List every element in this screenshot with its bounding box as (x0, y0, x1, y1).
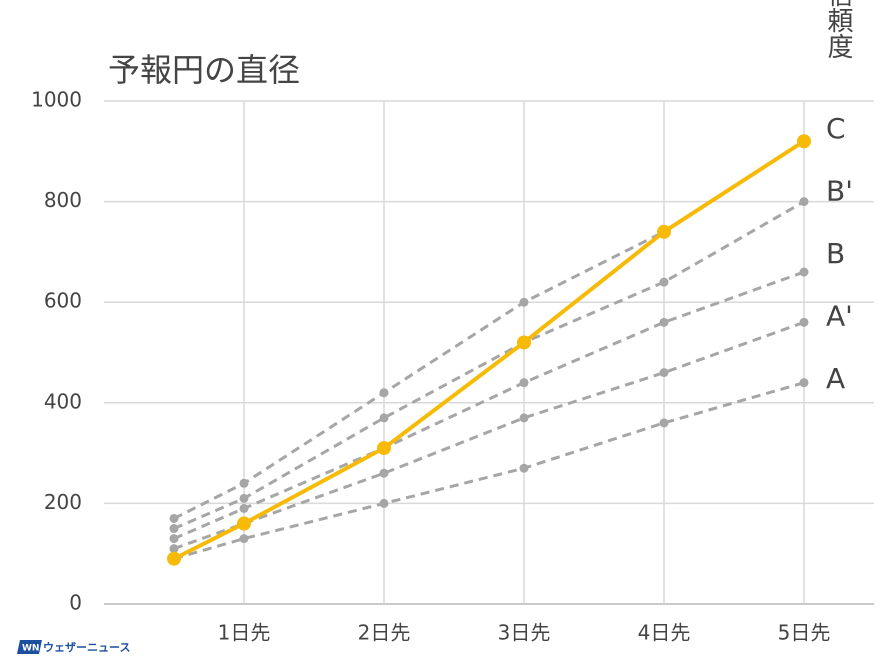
data-point (169, 544, 179, 554)
data-point (799, 378, 809, 388)
data-point (167, 551, 181, 566)
y-tick-label: 400 (44, 389, 82, 413)
x-tick-label: 4日先 (638, 621, 691, 645)
data-point (519, 413, 529, 423)
series-line (173, 139, 806, 561)
data-point (237, 516, 251, 531)
data-point (379, 388, 389, 398)
data-point (169, 534, 179, 544)
data-point (239, 503, 249, 513)
brand-logo: WN ウェザーニュース (16, 640, 130, 654)
x-tick-label: 3日先 (498, 621, 551, 645)
y-tick-label: 800 (44, 188, 82, 212)
series-label: C (826, 112, 846, 145)
data-point (379, 468, 389, 478)
data-point (377, 441, 391, 456)
x-tick-label: 1日先 (218, 621, 271, 645)
data-point (239, 534, 249, 544)
series-label: A (826, 362, 845, 395)
logo-mark (16, 640, 42, 654)
y-tick-label: 600 (44, 289, 82, 313)
data-point (169, 524, 179, 534)
brand-name: ウェザーニュース (43, 641, 130, 654)
data-point (799, 267, 809, 277)
y-tick-label: 1000 (31, 88, 82, 112)
data-point (797, 134, 811, 149)
y-tick-label: 0 (69, 591, 82, 615)
data-point (659, 418, 669, 428)
series-line (173, 230, 665, 520)
series-line (173, 270, 805, 540)
data-point (657, 224, 671, 239)
series-line (173, 381, 805, 561)
data-point (379, 498, 389, 508)
data-point (799, 317, 809, 327)
data-point (239, 493, 249, 503)
data-point (517, 335, 531, 350)
logo-letters: WN (22, 644, 39, 654)
series-line (173, 200, 805, 530)
chart-title: 予報円の直径 (108, 51, 300, 89)
data-point (659, 368, 669, 378)
series-line (173, 320, 805, 551)
data-point (659, 317, 669, 327)
data-point (519, 297, 529, 307)
y-tick-label: 200 (44, 490, 82, 514)
series-label: B (826, 237, 845, 270)
data-point (379, 413, 389, 423)
data-point (519, 463, 529, 473)
x-tick-label: 5日先 (778, 621, 831, 645)
data-point (169, 513, 179, 523)
data-point (659, 277, 669, 287)
series-label: B' (826, 175, 853, 208)
data-point (799, 197, 809, 207)
x-tick-label: 2日先 (358, 621, 411, 645)
legend-title: 信頼度 (823, 0, 853, 59)
data-point (519, 378, 529, 388)
series-label: A' (826, 300, 853, 333)
data-point (239, 478, 249, 488)
